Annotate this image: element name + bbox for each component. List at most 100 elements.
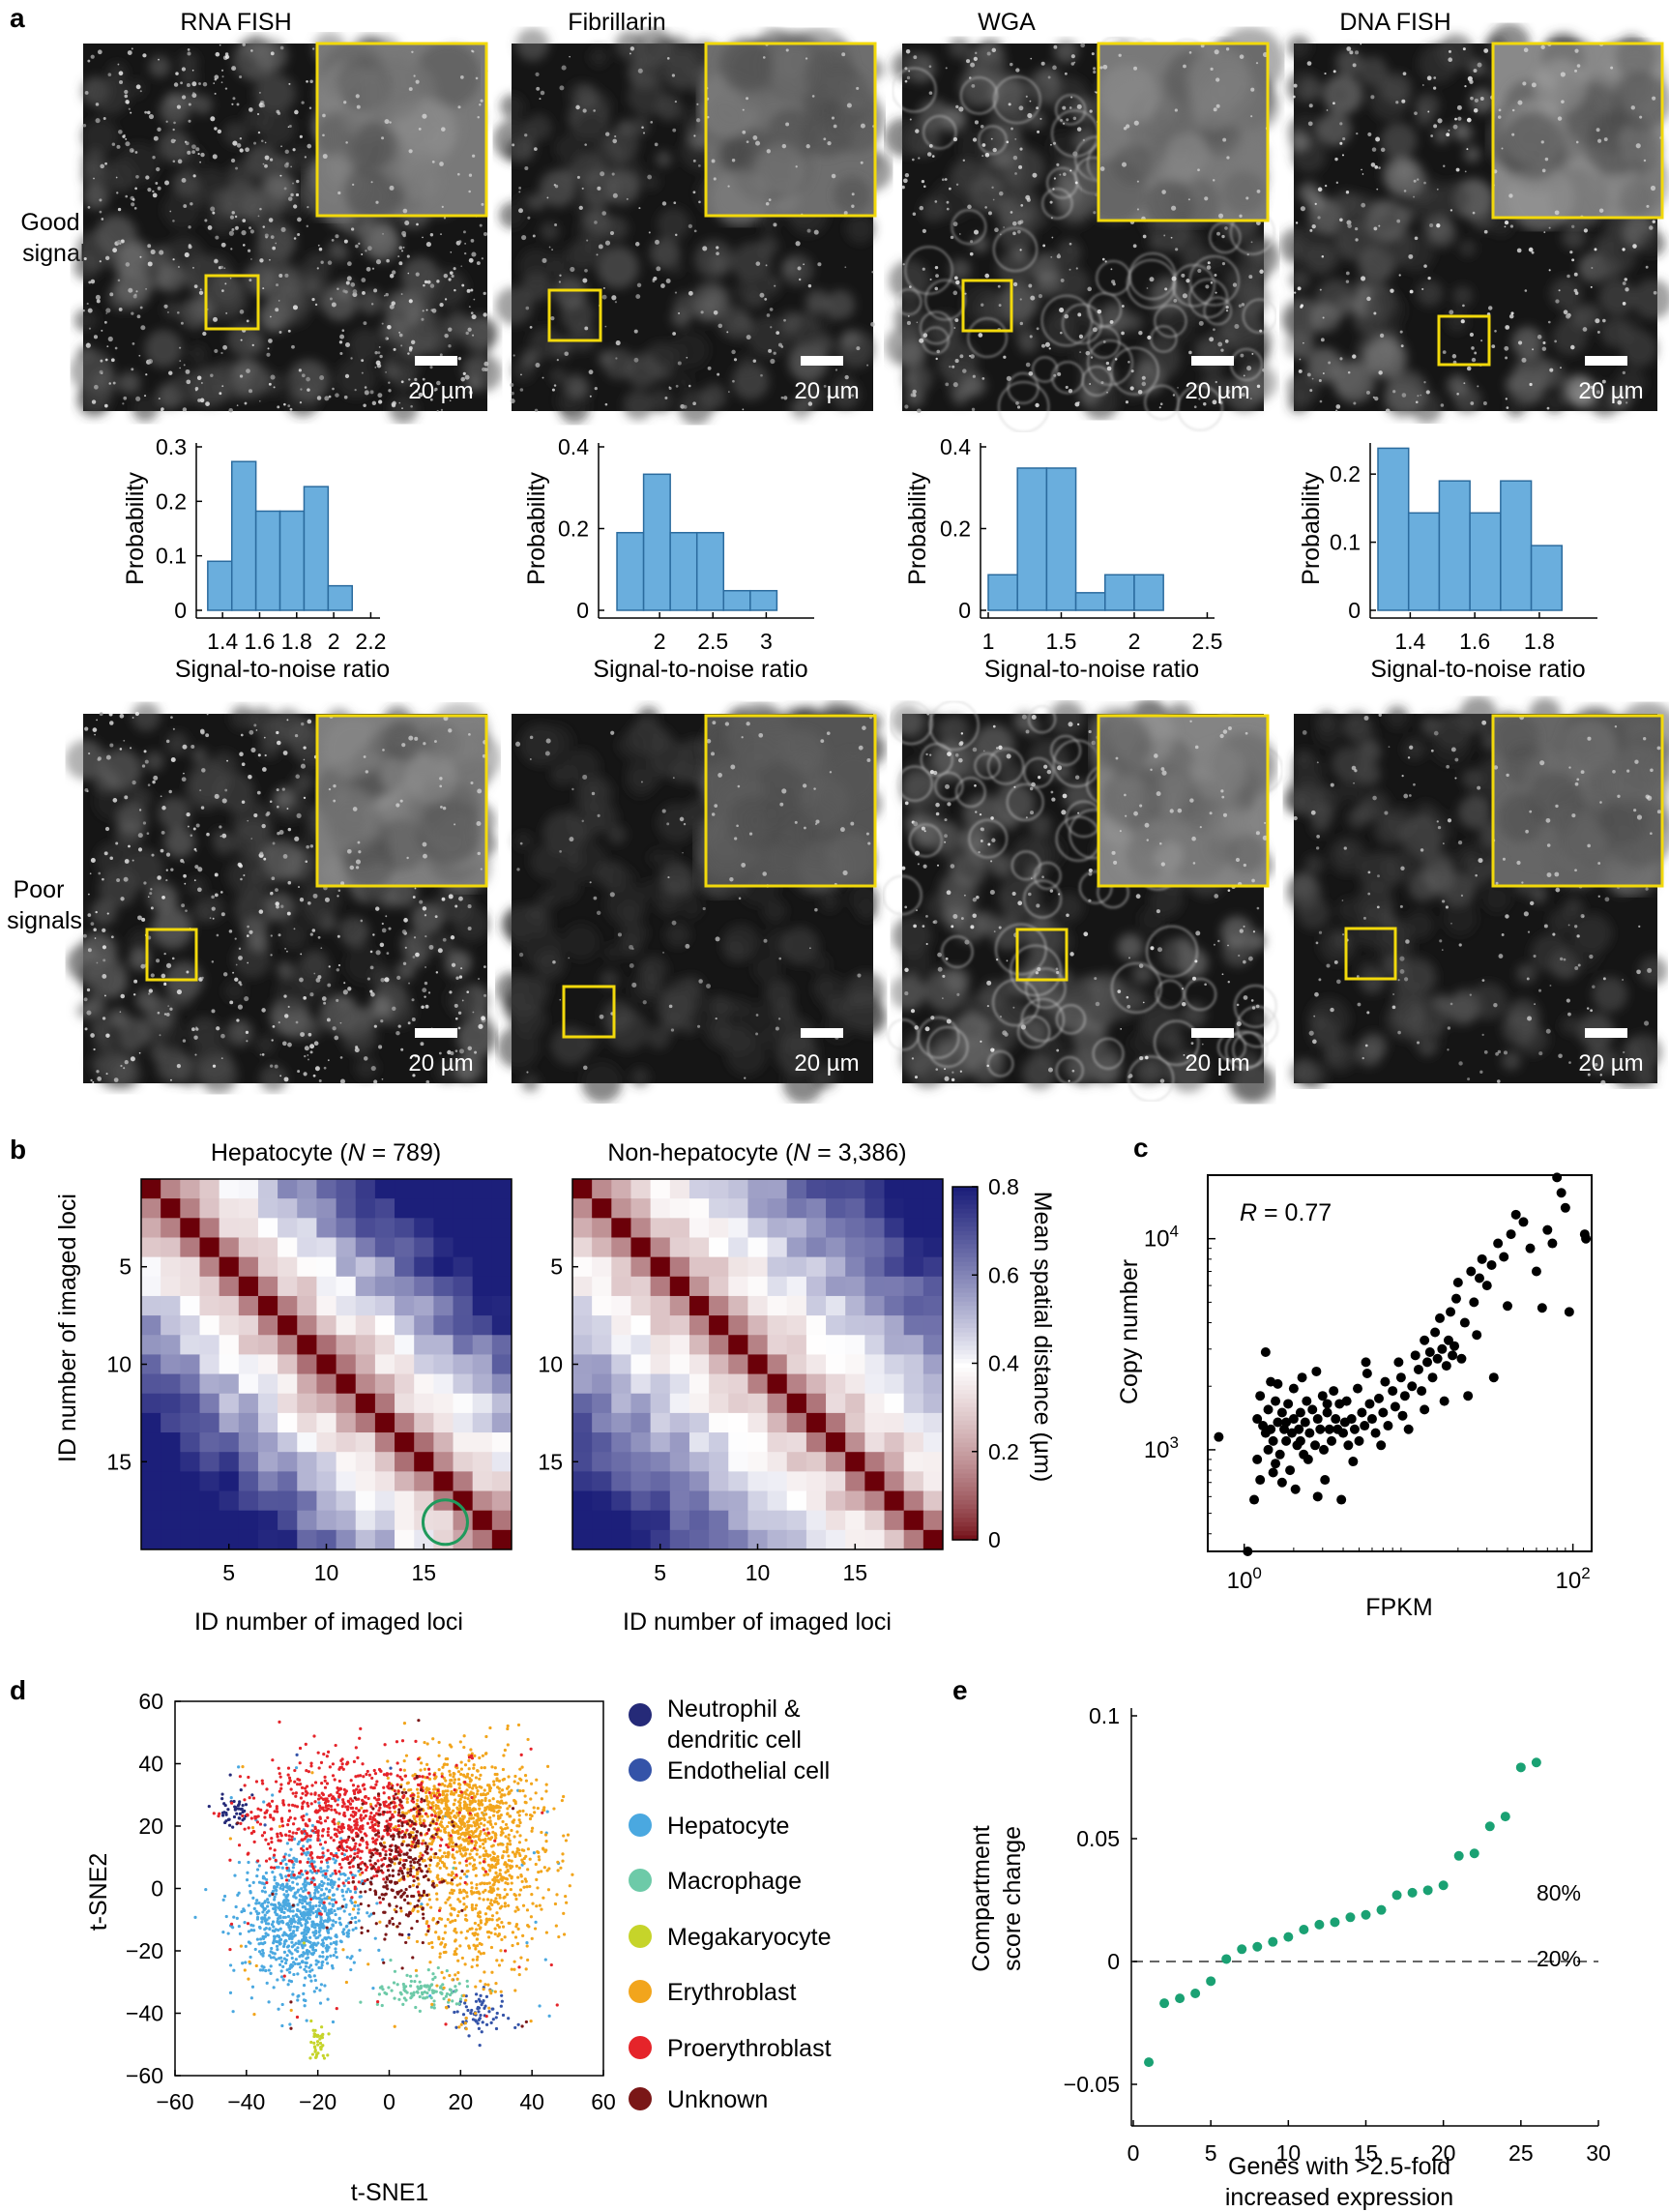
punctum [733, 358, 738, 362]
punctum [1409, 745, 1414, 750]
micrograph-tile: 20 µm [882, 699, 1284, 1105]
cell-blob [673, 292, 701, 320]
punctum [160, 795, 162, 798]
punctum [813, 229, 819, 235]
cell-blob [1159, 937, 1193, 971]
punctum [986, 51, 991, 56]
punctum [1297, 286, 1302, 291]
punctum [1220, 348, 1224, 352]
heatmap-cell [491, 1179, 512, 1199]
punctum [425, 966, 426, 968]
punctum [1346, 46, 1352, 51]
punctum [1463, 382, 1466, 385]
punctum [629, 52, 631, 55]
inset-punctum [1517, 100, 1523, 105]
punctum [350, 282, 356, 287]
punctum [439, 302, 444, 308]
punctum [1527, 930, 1531, 933]
punctum [270, 51, 275, 56]
punctum [1312, 1039, 1317, 1045]
cell-blob [266, 172, 294, 200]
cell-blob [1562, 225, 1586, 250]
punctum [611, 172, 615, 176]
punctum [1186, 279, 1190, 283]
punctum [1313, 1015, 1316, 1018]
cell-blob [231, 1021, 250, 1040]
punctum [109, 292, 114, 297]
punctum [808, 947, 811, 950]
inset-punctum [823, 137, 827, 141]
punctum [101, 218, 104, 221]
punctum [315, 977, 321, 983]
x-tick-label: 2 [1128, 629, 1141, 654]
punctum [1050, 255, 1053, 258]
punctum [1188, 350, 1192, 355]
punctum [908, 285, 912, 289]
y-tick-label: 0.2 [156, 488, 187, 514]
punctum [954, 318, 959, 322]
punctum [157, 1011, 161, 1015]
punctum [1072, 116, 1077, 121]
punctum [1503, 1050, 1508, 1055]
punctum [306, 79, 308, 83]
punctum [472, 334, 475, 337]
cell-blob [1319, 927, 1357, 964]
punctum [134, 151, 138, 154]
punctum [1638, 925, 1641, 929]
punctum [1361, 276, 1366, 281]
punctum [336, 998, 339, 1002]
punctum [1147, 335, 1152, 340]
punctum [904, 67, 908, 71]
punctum [288, 82, 291, 85]
punctum [971, 407, 976, 412]
punctum [276, 109, 280, 114]
inset-punctum [1523, 47, 1529, 53]
punctum [131, 368, 134, 371]
punctum [269, 158, 274, 162]
punctum [1586, 1007, 1590, 1010]
punctum [1051, 797, 1056, 802]
punctum [1006, 375, 1011, 381]
inset-punctum [1633, 809, 1637, 812]
punctum [454, 288, 456, 292]
punctum [266, 352, 271, 357]
punctum [214, 872, 219, 877]
punctum [1447, 818, 1452, 823]
punctum [184, 251, 190, 258]
punctum [185, 141, 190, 146]
punctum [1414, 236, 1419, 241]
punctum [1224, 339, 1229, 343]
punctum [1193, 405, 1197, 409]
punctum [304, 1054, 307, 1058]
scale-bar-label: 20 µm [408, 1050, 473, 1077]
punctum [407, 1021, 411, 1025]
punctum [1600, 1079, 1606, 1085]
punctum [1568, 1061, 1571, 1064]
punctum [588, 369, 594, 375]
punctum [199, 398, 205, 403]
inset-punctum [1126, 124, 1130, 129]
punctum [1006, 959, 1009, 962]
cell-blob [630, 1067, 650, 1087]
cell-blob [1029, 812, 1052, 837]
punctum [1215, 291, 1217, 294]
inset-punctum [752, 135, 758, 140]
punctum [90, 1078, 93, 1082]
punctum [268, 382, 272, 386]
punctum [293, 928, 296, 930]
punctum [370, 303, 374, 306]
punctum [795, 241, 801, 247]
inset-punctum [1160, 767, 1165, 771]
punctum [1480, 339, 1483, 342]
inset-punctum [1215, 103, 1220, 108]
inset-punctum [1603, 137, 1608, 142]
cell-blob [662, 849, 680, 867]
punctum [239, 752, 244, 756]
punctum [259, 1053, 262, 1056]
cell-blob [1057, 237, 1081, 261]
punctum [90, 857, 96, 863]
punctum [448, 894, 454, 900]
punctum [119, 748, 123, 751]
cell-blob [461, 314, 499, 352]
panel-letter-b: b [10, 1135, 26, 1165]
